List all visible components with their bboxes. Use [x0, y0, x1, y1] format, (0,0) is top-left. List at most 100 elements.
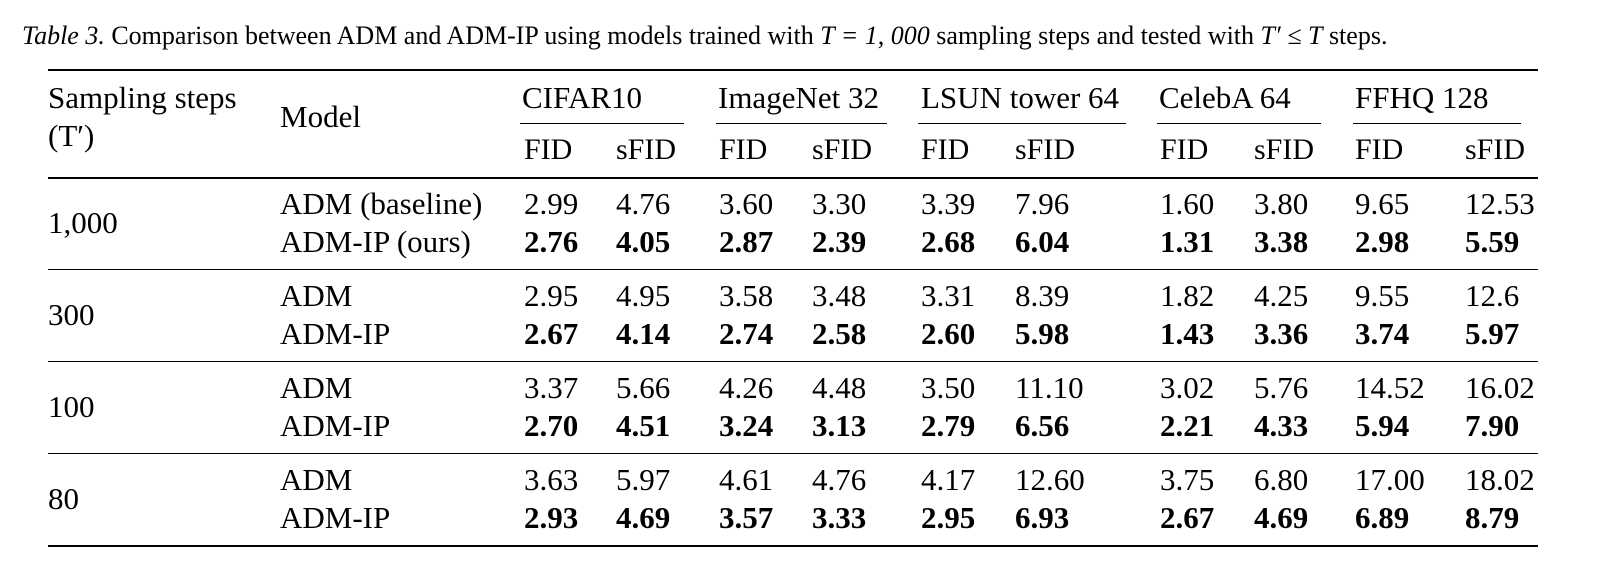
header-sfid: sFID: [616, 133, 677, 166]
metric-value: 3.60: [719, 186, 774, 221]
caption-text-b: sampling steps and tested with: [929, 21, 1261, 50]
metric-value: 3.30: [812, 186, 867, 221]
metric-value: 4.76: [812, 462, 867, 497]
model-name: ADM-IP (ours): [280, 224, 471, 259]
model-name: ADM (baseline): [280, 186, 483, 221]
header-fid: FID: [1355, 133, 1404, 166]
metric-value: 4.51: [616, 408, 671, 443]
header-dataset-cifar10: CIFAR10: [522, 80, 643, 115]
dataset-underline: [520, 123, 684, 125]
metric-value: 2.21: [1160, 408, 1215, 443]
header-dataset-lsun-tower-64: LSUN tower 64: [921, 80, 1120, 115]
group-rule: [48, 453, 1538, 455]
model-name: ADM: [280, 462, 353, 497]
dataset-underline: [918, 123, 1126, 125]
header-dataset-ffhq-128: FFHQ 128: [1355, 80, 1489, 115]
metric-value: 6.93: [1015, 500, 1070, 535]
metric-value: 2.74: [719, 316, 774, 351]
metric-value: 1.60: [1160, 186, 1215, 221]
header-sampling-steps-symbol: (T′): [48, 118, 95, 153]
metric-value: 3.75: [1160, 462, 1215, 497]
caption-math-b: T′ ≤ T: [1260, 21, 1323, 50]
metric-value: 3.63: [524, 462, 579, 497]
metric-value: 5.59: [1465, 224, 1520, 259]
header-sampling-steps: Sampling steps: [48, 80, 237, 115]
metric-value: 2.95: [524, 278, 579, 313]
metric-value: 7.96: [1015, 186, 1070, 221]
caption-text-c: steps.: [1322, 21, 1388, 50]
metric-value: 2.67: [1160, 500, 1215, 535]
metric-value: 3.37: [524, 370, 579, 405]
metric-value: 4.95: [616, 278, 671, 313]
metric-value: 3.80: [1254, 186, 1309, 221]
metric-value: 4.05: [616, 224, 671, 259]
header-fid: FID: [524, 133, 573, 166]
metric-value: 4.76: [616, 186, 671, 221]
dataset-underline: [1157, 123, 1321, 125]
metric-value: 1.43: [1160, 316, 1215, 351]
metric-value: 2.99: [524, 186, 579, 221]
metric-value: 4.25: [1254, 278, 1309, 313]
metric-value: 2.70: [524, 408, 579, 443]
metric-value: 6.04: [1015, 224, 1070, 259]
metric-value: 3.50: [921, 370, 976, 405]
model-name: ADM: [280, 278, 353, 313]
metric-value: 5.76: [1254, 370, 1309, 405]
metric-value: 4.69: [1254, 500, 1309, 535]
metric-value: 2.67: [524, 316, 579, 351]
metric-value: 1.82: [1160, 278, 1215, 313]
table-caption: Table 3. Comparison between ADM and ADM-…: [22, 18, 1602, 54]
metric-value: 2.87: [719, 224, 774, 259]
metric-value: 3.48: [812, 278, 867, 313]
metric-value: 3.39: [921, 186, 976, 221]
group-rule: [48, 269, 1538, 271]
metric-value: 11.10: [1015, 370, 1084, 405]
metric-value: 3.57: [719, 500, 774, 535]
metric-value: 3.31: [921, 278, 976, 313]
metric-value: 6.56: [1015, 408, 1070, 443]
metric-value: 2.58: [812, 316, 867, 351]
metric-value: 7.90: [1465, 408, 1520, 443]
header-sfid: sFID: [1254, 133, 1315, 166]
metric-value: 3.74: [1355, 316, 1410, 351]
metric-value: 2.93: [524, 500, 579, 535]
metric-value: 5.97: [616, 462, 671, 497]
metric-value: 4.48: [812, 370, 867, 405]
dataset-underline: [1353, 123, 1521, 125]
metric-value: 3.36: [1254, 316, 1309, 351]
metric-value: 5.94: [1355, 408, 1410, 443]
metric-value: 5.66: [616, 370, 671, 405]
metric-value: 2.98: [1355, 224, 1410, 259]
model-name: ADM-IP: [280, 316, 391, 351]
header-sfid: sFID: [1015, 133, 1076, 166]
sampling-steps-value: 300: [48, 297, 95, 332]
metric-value: 3.38: [1254, 224, 1309, 259]
sampling-steps-value: 1,000: [48, 205, 118, 240]
metric-value: 12.60: [1015, 462, 1085, 497]
metric-value: 9.55: [1355, 278, 1410, 313]
top-rule: [48, 69, 1538, 71]
caption-label: Table 3.: [22, 21, 105, 50]
metric-value: 6.89: [1355, 500, 1410, 535]
header-rule: [48, 177, 1538, 179]
metric-value: 16.02: [1465, 370, 1535, 405]
metric-value: 5.98: [1015, 316, 1070, 351]
metric-value: 12.53: [1465, 186, 1535, 221]
metric-value: 18.02: [1465, 462, 1535, 497]
metric-value: 1.31: [1160, 224, 1215, 259]
metric-value: 3.24: [719, 408, 774, 443]
dataset-underline: [716, 123, 887, 125]
model-name: ADM-IP: [280, 500, 391, 535]
metric-value: 17.00: [1355, 462, 1425, 497]
metric-value: 4.69: [616, 500, 671, 535]
metric-value: 4.14: [616, 316, 671, 351]
metric-value: 4.33: [1254, 408, 1309, 443]
metric-value: 2.60: [921, 316, 976, 351]
metric-value: 3.58: [719, 278, 774, 313]
header-fid: FID: [1160, 133, 1209, 166]
metric-value: 12.6: [1465, 278, 1520, 313]
metric-value: 5.97: [1465, 316, 1520, 351]
group-rule: [48, 361, 1538, 363]
metric-value: 2.95: [921, 500, 976, 535]
metric-value: 2.76: [524, 224, 579, 259]
